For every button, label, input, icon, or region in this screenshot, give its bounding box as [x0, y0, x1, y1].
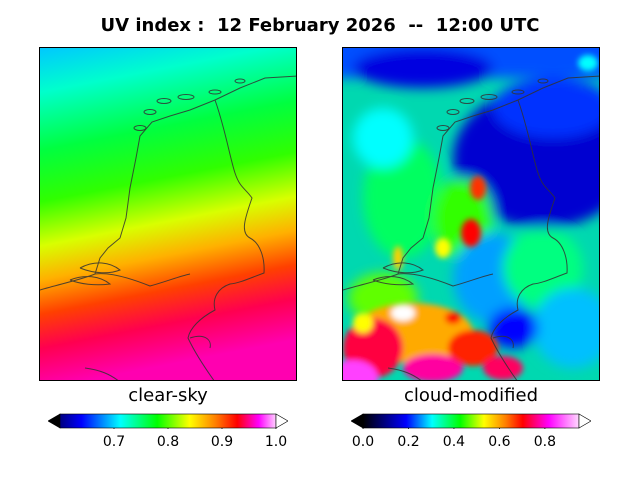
cloud-modified-label: cloud-modified — [403, 385, 539, 406]
wadden-islands — [133, 78, 246, 131]
colorbar-tick-label: 0.0 — [351, 434, 375, 450]
colorbar-tick-label: 0.2 — [397, 434, 420, 450]
colorbar-tick-label: 0.9 — [210, 434, 234, 450]
clear-sky-label: clear-sky — [128, 385, 208, 406]
cloud-modified-map — [342, 47, 600, 381]
colorbar-tick-label: 0.8 — [533, 434, 557, 450]
colorbar-tick-label: 0.8 — [156, 434, 180, 450]
colorbar-tick-label: 0.4 — [442, 434, 466, 450]
colorbar-tick-label: 0.7 — [102, 434, 126, 450]
cloud-modified-colorbar — [351, 413, 591, 429]
figure-title: UV index : 12 February 2026 -- 12:00 UTC — [100, 15, 540, 36]
wadden-islands — [436, 78, 549, 131]
colorbar-tick-label: 1.0 — [264, 434, 288, 450]
coastline — [40, 75, 296, 380]
clear-sky-colorbar — [48, 413, 288, 429]
coastline — [343, 75, 599, 380]
clear-sky-map — [39, 47, 297, 381]
colorbar-tick-label: 0.6 — [488, 434, 511, 450]
